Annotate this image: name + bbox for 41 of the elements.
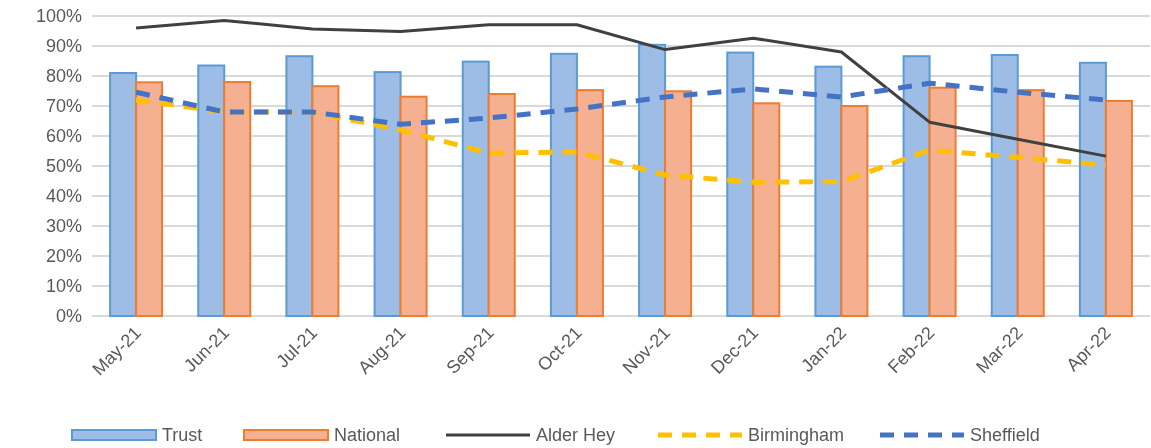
bar [223,81,252,317]
bar [928,86,957,317]
bar [285,55,314,317]
bar [1078,61,1107,317]
legend-label: Alder Hey [536,425,616,445]
bar [575,89,604,317]
bar [197,64,226,317]
bar [1104,99,1133,317]
bar [109,72,138,317]
y-tick-label: 60% [45,126,82,147]
bar [638,43,667,317]
legend-label: Trust [162,425,203,445]
y-tick-label: 90% [45,36,82,57]
y-tick-label: 50% [45,156,82,177]
legend-label: National [334,425,401,445]
bar [373,71,402,317]
bar [726,51,755,317]
legend-label: Sheffield [970,425,1040,445]
bar [487,93,516,317]
y-tick-label: 100% [35,6,82,27]
y-tick-label: 10% [45,276,82,297]
bar [990,54,1019,317]
y-tick-label: 40% [45,186,82,207]
bar [399,95,428,317]
bar [814,65,843,317]
bar [1016,89,1045,317]
y-tick-label: 70% [45,96,82,117]
y-tick-label: 80% [45,66,82,87]
legend-label: Birmingham [748,425,845,445]
y-tick-label: 20% [45,246,82,267]
bar [461,60,490,317]
y-tick-label: 0% [55,306,82,327]
bar [902,55,931,317]
y-tick-label: 30% [45,216,82,237]
bar [549,52,578,317]
line-series [134,19,1108,158]
bar [752,102,781,317]
bar [664,90,693,317]
bar [840,105,869,317]
bar [311,85,340,317]
bar [135,81,164,317]
